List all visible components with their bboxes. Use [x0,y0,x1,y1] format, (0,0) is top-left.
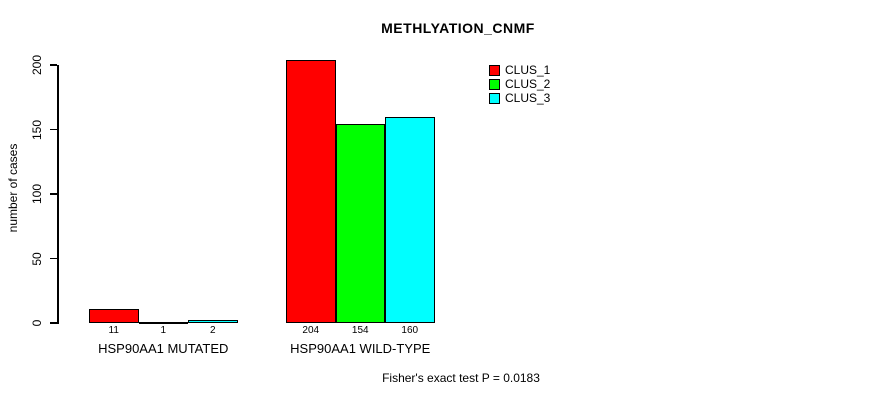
y-tick-label: 200 [30,54,44,76]
y-tick [50,128,57,131]
bar-clus_1-2 [286,59,336,323]
y-tick [50,64,57,66]
bar-value-label: 1 [160,325,167,336]
y-tick [50,193,57,195]
bar-clus_3-1 [188,320,238,323]
legend: CLUS_1 CLUS_2 CLUS_3 [489,63,551,107]
bar-clus_2-1 [138,321,188,324]
bar-value-label: 11 [108,325,119,336]
y-tick [50,322,57,324]
bar-clus_3-2 [385,116,435,323]
legend-item: CLUS_3 [489,91,551,105]
y-tick-label: 150 [30,119,44,140]
bar-clus_2-2 [335,124,385,323]
legend-swatch-clus_2 [489,79,500,90]
y-tick-label: 100 [30,183,44,205]
legend-swatch-clus_3 [489,93,500,104]
bar-value-label: 154 [351,325,369,336]
y-axis-label: number of cases [6,143,20,233]
legend-item: CLUS_1 [489,63,551,77]
category-label: HSP90AA1 WILD-TYPE [290,341,431,356]
y-tick-label: 50 [30,251,44,266]
legend-item: CLUS_2 [489,77,551,91]
chart-title: METHLYATION_CNMF [381,20,535,36]
y-tick-label: 0 [30,319,44,327]
legend-label: CLUS_2 [505,77,551,91]
y-axis-line [57,65,59,324]
bar-value-label: 2 [209,325,216,336]
bar-value-label: 160 [401,325,419,336]
category-label: HSP90AA1 MUTATED [98,341,229,356]
legend-swatch-clus_1 [489,65,500,76]
bar-clus_1-1 [89,308,139,323]
y-tick [50,257,57,260]
bar-value-label: 204 [302,325,320,336]
legend-label: CLUS_1 [505,63,551,77]
legend-label: CLUS_3 [505,91,551,105]
fisher-test-annotation: Fisher's exact test P = 0.0183 [382,371,540,385]
